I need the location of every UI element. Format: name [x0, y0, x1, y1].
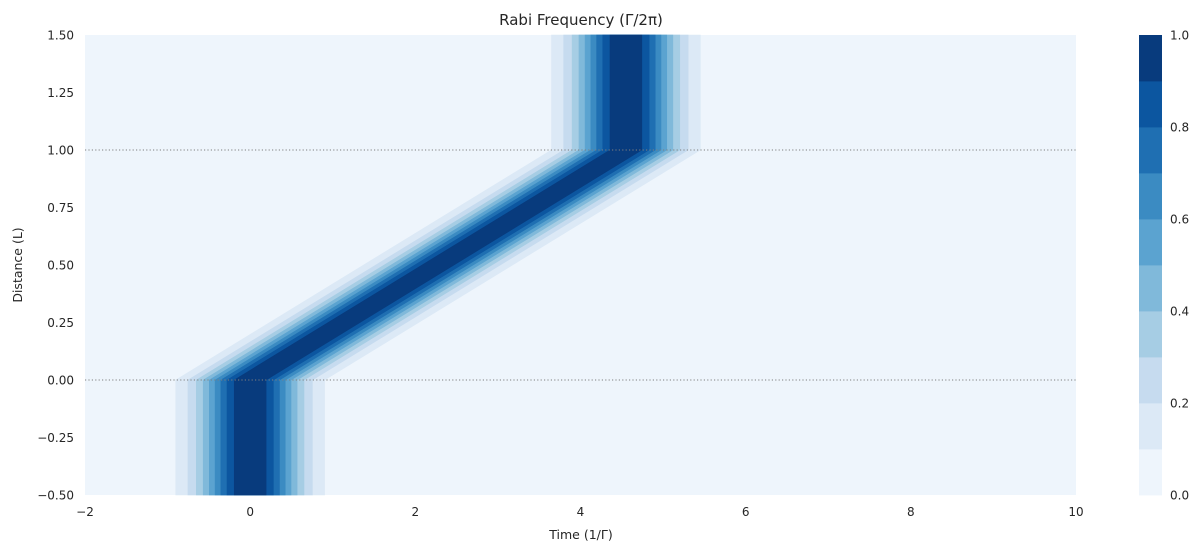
colorbar-segment [1139, 265, 1162, 312]
y-tick-label: 0.75 [47, 201, 74, 215]
y-axis: −0.50 −0.25 0.00 0.25 0.50 0.75 1.00 1.25 1.50 [37, 29, 74, 503]
colorbar-segment [1139, 403, 1162, 450]
x-tick-label: 6 [742, 505, 750, 519]
plot-area [85, 34, 1076, 496]
y-tick-label: 1.00 [47, 144, 74, 158]
colorbar-segment [1139, 127, 1162, 174]
x-tick-label: 2 [412, 505, 420, 519]
heatmap-band-level-9 [233, 34, 643, 496]
x-tick-label: 8 [907, 505, 915, 519]
y-tick-label: 0.25 [47, 316, 74, 330]
colorbar-tick-label: 0.6 [1170, 213, 1189, 227]
colorbar-tick-label: 1.0 [1170, 29, 1189, 43]
colorbar-segment [1139, 35, 1162, 82]
colorbar-tick-label: 0.8 [1170, 121, 1189, 135]
colorbar-segment [1139, 449, 1162, 496]
x-tick-label: −2 [76, 505, 94, 519]
colorbar-segment [1139, 311, 1162, 358]
chart-title: Rabi Frequency (Γ/2π) [499, 11, 663, 29]
y-tick-label: 0.00 [47, 374, 74, 388]
x-axis: −2 0 2 4 6 8 10 [76, 505, 1083, 519]
y-tick-label: 0.50 [47, 259, 74, 273]
colorbar-tick-label: 0.0 [1170, 489, 1189, 503]
colorbar-segment [1139, 357, 1162, 404]
x-tick-label: 0 [246, 505, 254, 519]
colorbar-tick-label: 0.4 [1170, 305, 1189, 319]
colorbar-segment [1139, 81, 1162, 128]
colorbar-segment [1139, 219, 1162, 266]
y-tick-label: 1.50 [47, 29, 74, 43]
y-tick-label: −0.50 [37, 489, 74, 503]
y-tick-label: −0.25 [37, 431, 74, 445]
x-axis-label: Time (1/Γ) [548, 527, 612, 542]
colorbar [1139, 35, 1162, 496]
colorbar-segment [1139, 173, 1162, 220]
x-tick-label: 4 [577, 505, 585, 519]
y-axis-label: Distance (L) [10, 227, 25, 302]
colorbar-ticks: 0.0 0.2 0.4 0.6 0.8 1.0 [1170, 29, 1189, 503]
x-tick-label: 10 [1068, 505, 1083, 519]
colorbar-tick-label: 0.2 [1170, 397, 1189, 411]
y-tick-label: 1.25 [47, 86, 74, 100]
